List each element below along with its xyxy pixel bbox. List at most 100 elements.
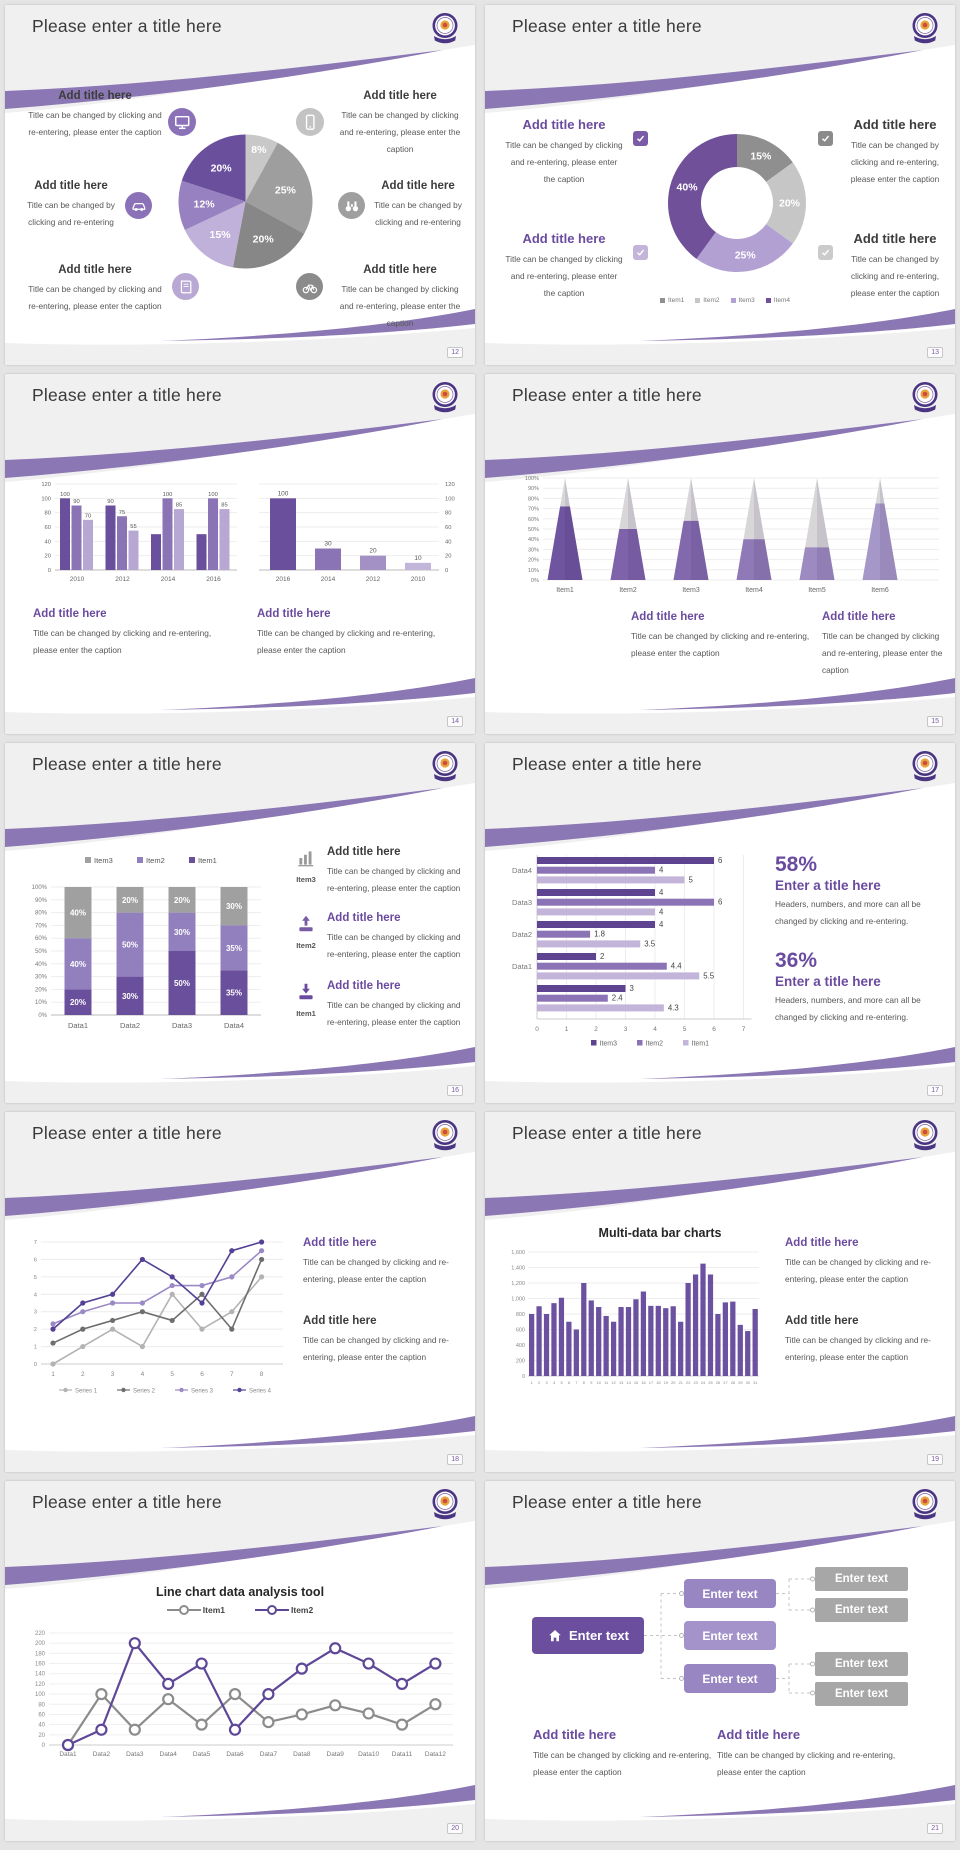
text-block[interactable]: Add title here Title can be changed by cl… [841, 231, 949, 302]
text-block[interactable]: Add title here Title can be changed by cl… [335, 263, 465, 332]
add-title-text[interactable]: Add title here [785, 1237, 859, 1249]
add-title-text[interactable]: Add title here [58, 264, 132, 276]
slide-20[interactable]: Please enter a title here 20 Line chart … [5, 1481, 475, 1841]
slide-title[interactable]: Please enter a title here [512, 1123, 702, 1143]
stat-block[interactable]: 36% Enter a title here Headers, numbers, a… [775, 949, 943, 1026]
caption-text[interactable]: Title can be changed by clicking and re-… [28, 283, 162, 311]
slide-title[interactable]: Please enter a title here [512, 16, 702, 36]
diagram-mid-box[interactable]: Enter text [684, 1621, 776, 1650]
slide-title[interactable]: Please enter a title here [32, 754, 222, 774]
caption-text[interactable]: Title can be changed by clicking and re-… [303, 1256, 449, 1284]
text-block[interactable]: Add title here Title can be changed by cl… [533, 1727, 729, 1781]
caption-text[interactable]: Title can be changed by clicking and re-… [505, 253, 623, 298]
stat-title[interactable]: Enter a title here [775, 974, 881, 990]
diagram-leaf-box[interactable]: Enter text [815, 1682, 908, 1706]
caption-text[interactable]: Title can be changed by clicking and re-… [339, 109, 461, 154]
caption-text[interactable]: Title can be changed by clicking and re-… [717, 1749, 896, 1777]
slide-18[interactable]: Please enter a title here 18 0 1 2 3 4 5 6 7 1 2 3… [5, 1112, 475, 1472]
add-title-text[interactable]: Add title here [853, 117, 937, 132]
stat-block[interactable]: 58% Enter a title here Headers, numbers, a… [775, 853, 943, 930]
add-title-text[interactable]: Add title here [522, 231, 606, 246]
add-title-text[interactable]: Add title here [717, 1727, 801, 1742]
add-title-text[interactable]: Add title here [381, 180, 455, 192]
slide-title[interactable]: Please enter a title here [512, 385, 702, 405]
text-block[interactable]: Add title here Title can be changed by cl… [303, 1314, 467, 1366]
text-block[interactable]: Add title here Title can be changed by cl… [631, 610, 823, 662]
add-title-text[interactable]: Add title here [257, 608, 331, 620]
diagram-leaf-box[interactable]: Enter text [815, 1598, 908, 1622]
caption-text[interactable]: Title can be changed by clicking and re-… [327, 865, 461, 893]
add-title-text[interactable]: Add title here [822, 611, 896, 623]
add-title-text[interactable]: Add title here [327, 846, 401, 858]
caption-text[interactable]: Title can be changed by clicking and re-… [785, 1334, 931, 1362]
add-title-text[interactable]: Add title here [34, 180, 108, 192]
caption-text[interactable]: Title can be changed by clicking and re-… [374, 199, 462, 227]
slide-21[interactable]: Please enter a title here 21 Enter text E… [485, 1481, 955, 1841]
caption-text[interactable]: Title can be changed by clicking and re-… [327, 999, 461, 1027]
text-block[interactable]: Add title here Title can be changed by cl… [327, 979, 469, 1031]
diagram-mid-box[interactable]: Enter text [684, 1579, 776, 1608]
slide-19[interactable]: Please enter a title here 19 Multi-data … [485, 1112, 955, 1472]
add-title-text[interactable]: Add title here [363, 264, 437, 276]
add-title-text[interactable]: Add title here [631, 611, 705, 623]
text-block[interactable]: Add title here Title can be changed by cl… [19, 179, 123, 231]
caption-text[interactable]: Title can be changed by clicking and re-… [850, 253, 940, 298]
slide-title[interactable]: Please enter a title here [32, 1123, 222, 1143]
text-block[interactable]: Add title here Title can be changed by cl… [335, 89, 465, 158]
slide-16[interactable]: Please enter a title here 16 Item3 Item2 I… [5, 743, 475, 1103]
slide-title[interactable]: Please enter a title here [32, 16, 222, 36]
add-title-text[interactable]: Add title here [327, 912, 401, 924]
diagram-leaf-box[interactable]: Enter text [815, 1567, 908, 1591]
text-block[interactable]: Add title here Title can be changed by cl… [717, 1727, 913, 1781]
text-block[interactable]: Add title here Title can be changed by cl… [367, 179, 469, 231]
slide-title[interactable]: Please enter a title here [32, 1492, 222, 1512]
slide-title[interactable]: Please enter a title here [512, 1492, 702, 1512]
text-block[interactable]: Add title here Title can be changed by cl… [841, 117, 949, 188]
add-title-text[interactable]: Add title here [303, 1237, 377, 1249]
caption-text[interactable]: Title can be changed by clicking and re-… [27, 199, 115, 227]
caption-text[interactable]: Title can be changed by clicking and re-… [303, 1334, 449, 1362]
stat-caption[interactable]: Headers, numbers, and more can all be ch… [775, 899, 921, 927]
caption-text[interactable]: Title can be changed by clicking and re-… [33, 627, 212, 655]
add-title-text[interactable]: Add title here [785, 1315, 859, 1327]
text-block[interactable]: Add title here Title can be changed by cl… [33, 607, 235, 659]
slide-title[interactable]: Please enter a title here [512, 754, 702, 774]
caption-text[interactable]: Title can be changed by clicking and re-… [533, 1749, 712, 1777]
caption-text[interactable]: Title can be changed by clicking and re-… [505, 139, 623, 184]
slide-13[interactable]: Please enter a title here 13 15% 20% 25% 40… [485, 5, 955, 365]
add-title-text[interactable]: Add title here [303, 1315, 377, 1327]
caption-text[interactable]: Title can be changed by clicking and re-… [327, 931, 461, 959]
slide-title[interactable]: Please enter a title here [32, 385, 222, 405]
slide-15[interactable]: Please enter a title here 15 0% 10% 20% 30%… [485, 374, 955, 734]
text-block[interactable]: Add title here Title can be changed by cl… [785, 1314, 945, 1366]
diagram-mid-box[interactable]: Enter text [684, 1664, 776, 1693]
text-block[interactable]: Add title here Title can be changed by cl… [822, 610, 948, 679]
caption-text[interactable]: Title can be changed by clicking and re-… [631, 630, 810, 658]
add-title-text[interactable]: Add title here [33, 608, 107, 620]
stat-caption[interactable]: Headers, numbers, and more can all be ch… [775, 995, 921, 1023]
stat-value[interactable]: 58% [775, 853, 818, 876]
add-title-text[interactable]: Add title here [363, 90, 437, 102]
stat-value[interactable]: 36% [775, 949, 818, 972]
diagram-leaf-box[interactable]: Enter text [815, 1652, 908, 1676]
slide-14[interactable]: Please enter a title here 14 0 20 40 60 80 10… [5, 374, 475, 734]
text-block[interactable]: Add title here Title can be changed by cl… [303, 1236, 467, 1288]
stat-title[interactable]: Enter a title here [775, 878, 881, 894]
caption-text[interactable]: Title can be changed by clicking and re-… [28, 109, 162, 137]
caption-text[interactable]: Title can be changed by clicking and re-… [785, 1256, 931, 1284]
text-block[interactable]: Add title here Title can be changed by cl… [25, 263, 165, 315]
caption-text[interactable]: Title can be changed by clicking and re-… [850, 139, 940, 184]
caption-text[interactable]: Title can be changed by clicking and re-… [339, 283, 461, 328]
add-title-text[interactable]: Add title here [327, 980, 401, 992]
slide-17[interactable]: Please enter a title here 17 0 1 2 3 4 5 6 7 6 4 5… [485, 743, 955, 1103]
slide-12[interactable]: Please enter a title here 12 8% 25% 20% 15%… [5, 5, 475, 365]
text-block[interactable]: Add title here Title can be changed by cl… [327, 845, 469, 897]
add-title-text[interactable]: Add title here [853, 231, 937, 246]
add-title-text[interactable]: Add title here [522, 117, 606, 132]
text-block[interactable]: Add title here Title can be changed by cl… [257, 607, 449, 659]
text-block[interactable]: Add title here Title can be changed by cl… [785, 1236, 945, 1288]
text-block[interactable]: Add title here Title can be changed by cl… [25, 89, 165, 141]
add-title-text[interactable]: Add title here [58, 90, 132, 102]
caption-text[interactable]: Title can be changed by clicking and re-… [822, 630, 943, 675]
text-block[interactable]: Add title here Title can be changed by cl… [505, 117, 623, 188]
